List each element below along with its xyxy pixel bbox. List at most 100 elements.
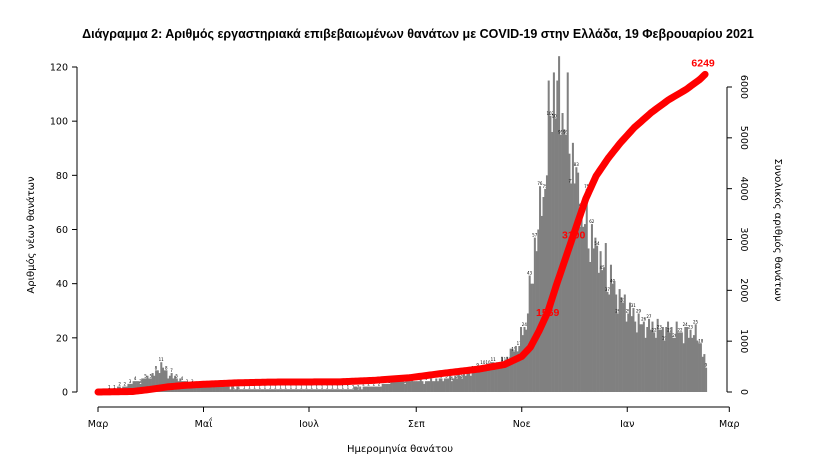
bar — [481, 364, 484, 392]
bar — [393, 381, 396, 392]
bar — [417, 381, 420, 392]
bar — [194, 386, 197, 392]
bar-value-label: 43 — [527, 271, 533, 276]
bar — [568, 153, 571, 392]
x-tick-label: Ιουλ — [299, 419, 319, 430]
y-right-tick-label: 6000 — [738, 75, 749, 99]
bar — [608, 294, 611, 392]
bar — [416, 381, 419, 392]
bar — [625, 321, 628, 392]
bar — [672, 337, 675, 392]
bar — [620, 297, 623, 392]
bar — [246, 389, 249, 392]
y-left-tick-label: 0 — [62, 388, 68, 399]
bar — [530, 283, 533, 392]
bar — [499, 367, 502, 393]
bar — [328, 389, 331, 392]
bar — [153, 375, 156, 392]
bar — [326, 389, 329, 392]
bar-value-label: 1 — [232, 384, 235, 389]
bar — [373, 386, 376, 392]
bar — [478, 370, 481, 392]
bar — [528, 275, 531, 392]
bar — [227, 386, 230, 392]
bar-value-label: 11 — [491, 357, 497, 362]
bar — [516, 351, 519, 393]
bar — [616, 313, 619, 392]
bar — [272, 389, 275, 392]
bar — [274, 389, 277, 392]
bar-value-label: 75 — [543, 184, 549, 189]
bar-value-label: 62 — [589, 219, 595, 224]
bar — [362, 386, 365, 392]
bar — [430, 378, 433, 392]
bar — [592, 248, 595, 392]
bar-value-label: 101 — [552, 113, 560, 118]
bar — [694, 324, 697, 392]
bar-value-label: 24 — [522, 322, 528, 327]
bar — [632, 308, 635, 392]
y-left-tick-label: 40 — [56, 279, 68, 290]
y-left-tick-label: 60 — [56, 225, 68, 236]
bar — [644, 337, 647, 392]
bar-value-label: 11 — [501, 357, 507, 362]
cumulative-annotation: 3100 — [562, 229, 586, 241]
bar — [200, 386, 203, 392]
bar-value-label: 3 — [186, 379, 189, 384]
bar — [276, 389, 279, 392]
bar — [539, 186, 542, 392]
bar — [350, 389, 353, 392]
bar-value-label: 5 — [456, 373, 459, 378]
bar — [682, 343, 685, 392]
bar-value-label: 95 — [563, 130, 569, 135]
bar-value-label: 10 — [480, 360, 486, 365]
bar — [359, 386, 362, 392]
bar — [295, 389, 298, 392]
bar — [279, 389, 282, 392]
bar — [390, 381, 393, 392]
bar — [601, 270, 604, 393]
bar — [623, 294, 626, 392]
bar — [466, 373, 469, 392]
bar-value-label: 4 — [134, 376, 137, 381]
bar — [687, 337, 690, 392]
bar — [291, 389, 294, 392]
bar — [634, 321, 637, 392]
bar — [161, 367, 165, 393]
bar — [267, 389, 270, 392]
bar — [312, 389, 315, 392]
bar-value-label: 27 — [646, 314, 652, 319]
bar — [604, 243, 607, 392]
y-left-axis-label: Αριθμός νέων θανάτων — [25, 176, 37, 294]
bar — [170, 373, 173, 392]
bar — [210, 386, 213, 392]
bar — [165, 370, 168, 392]
bar — [673, 337, 676, 392]
bar — [684, 327, 687, 392]
bar — [450, 381, 453, 392]
bar — [469, 375, 472, 392]
bar — [578, 226, 581, 392]
bar — [585, 188, 588, 393]
bar — [334, 389, 337, 392]
bar — [383, 383, 386, 393]
bar-value-label: 22 — [667, 327, 673, 332]
y-left-tick-label: 100 — [50, 117, 68, 128]
bar — [542, 197, 545, 392]
bar — [476, 367, 479, 393]
bar — [443, 378, 446, 392]
bar-value-label: 9 — [476, 363, 479, 368]
bar — [343, 389, 346, 392]
bar — [582, 226, 585, 392]
bar — [677, 332, 680, 392]
bar — [270, 389, 273, 392]
x-tick-label: Μαΐ — [195, 418, 213, 430]
bar-value-label: 9 — [705, 363, 708, 368]
bar — [395, 381, 398, 392]
bar — [561, 113, 564, 392]
bar-value-label: 1 — [290, 384, 293, 389]
bar — [366, 386, 369, 392]
bar-value-label: 1 — [305, 384, 308, 389]
bar — [646, 327, 649, 392]
bar — [309, 389, 312, 392]
